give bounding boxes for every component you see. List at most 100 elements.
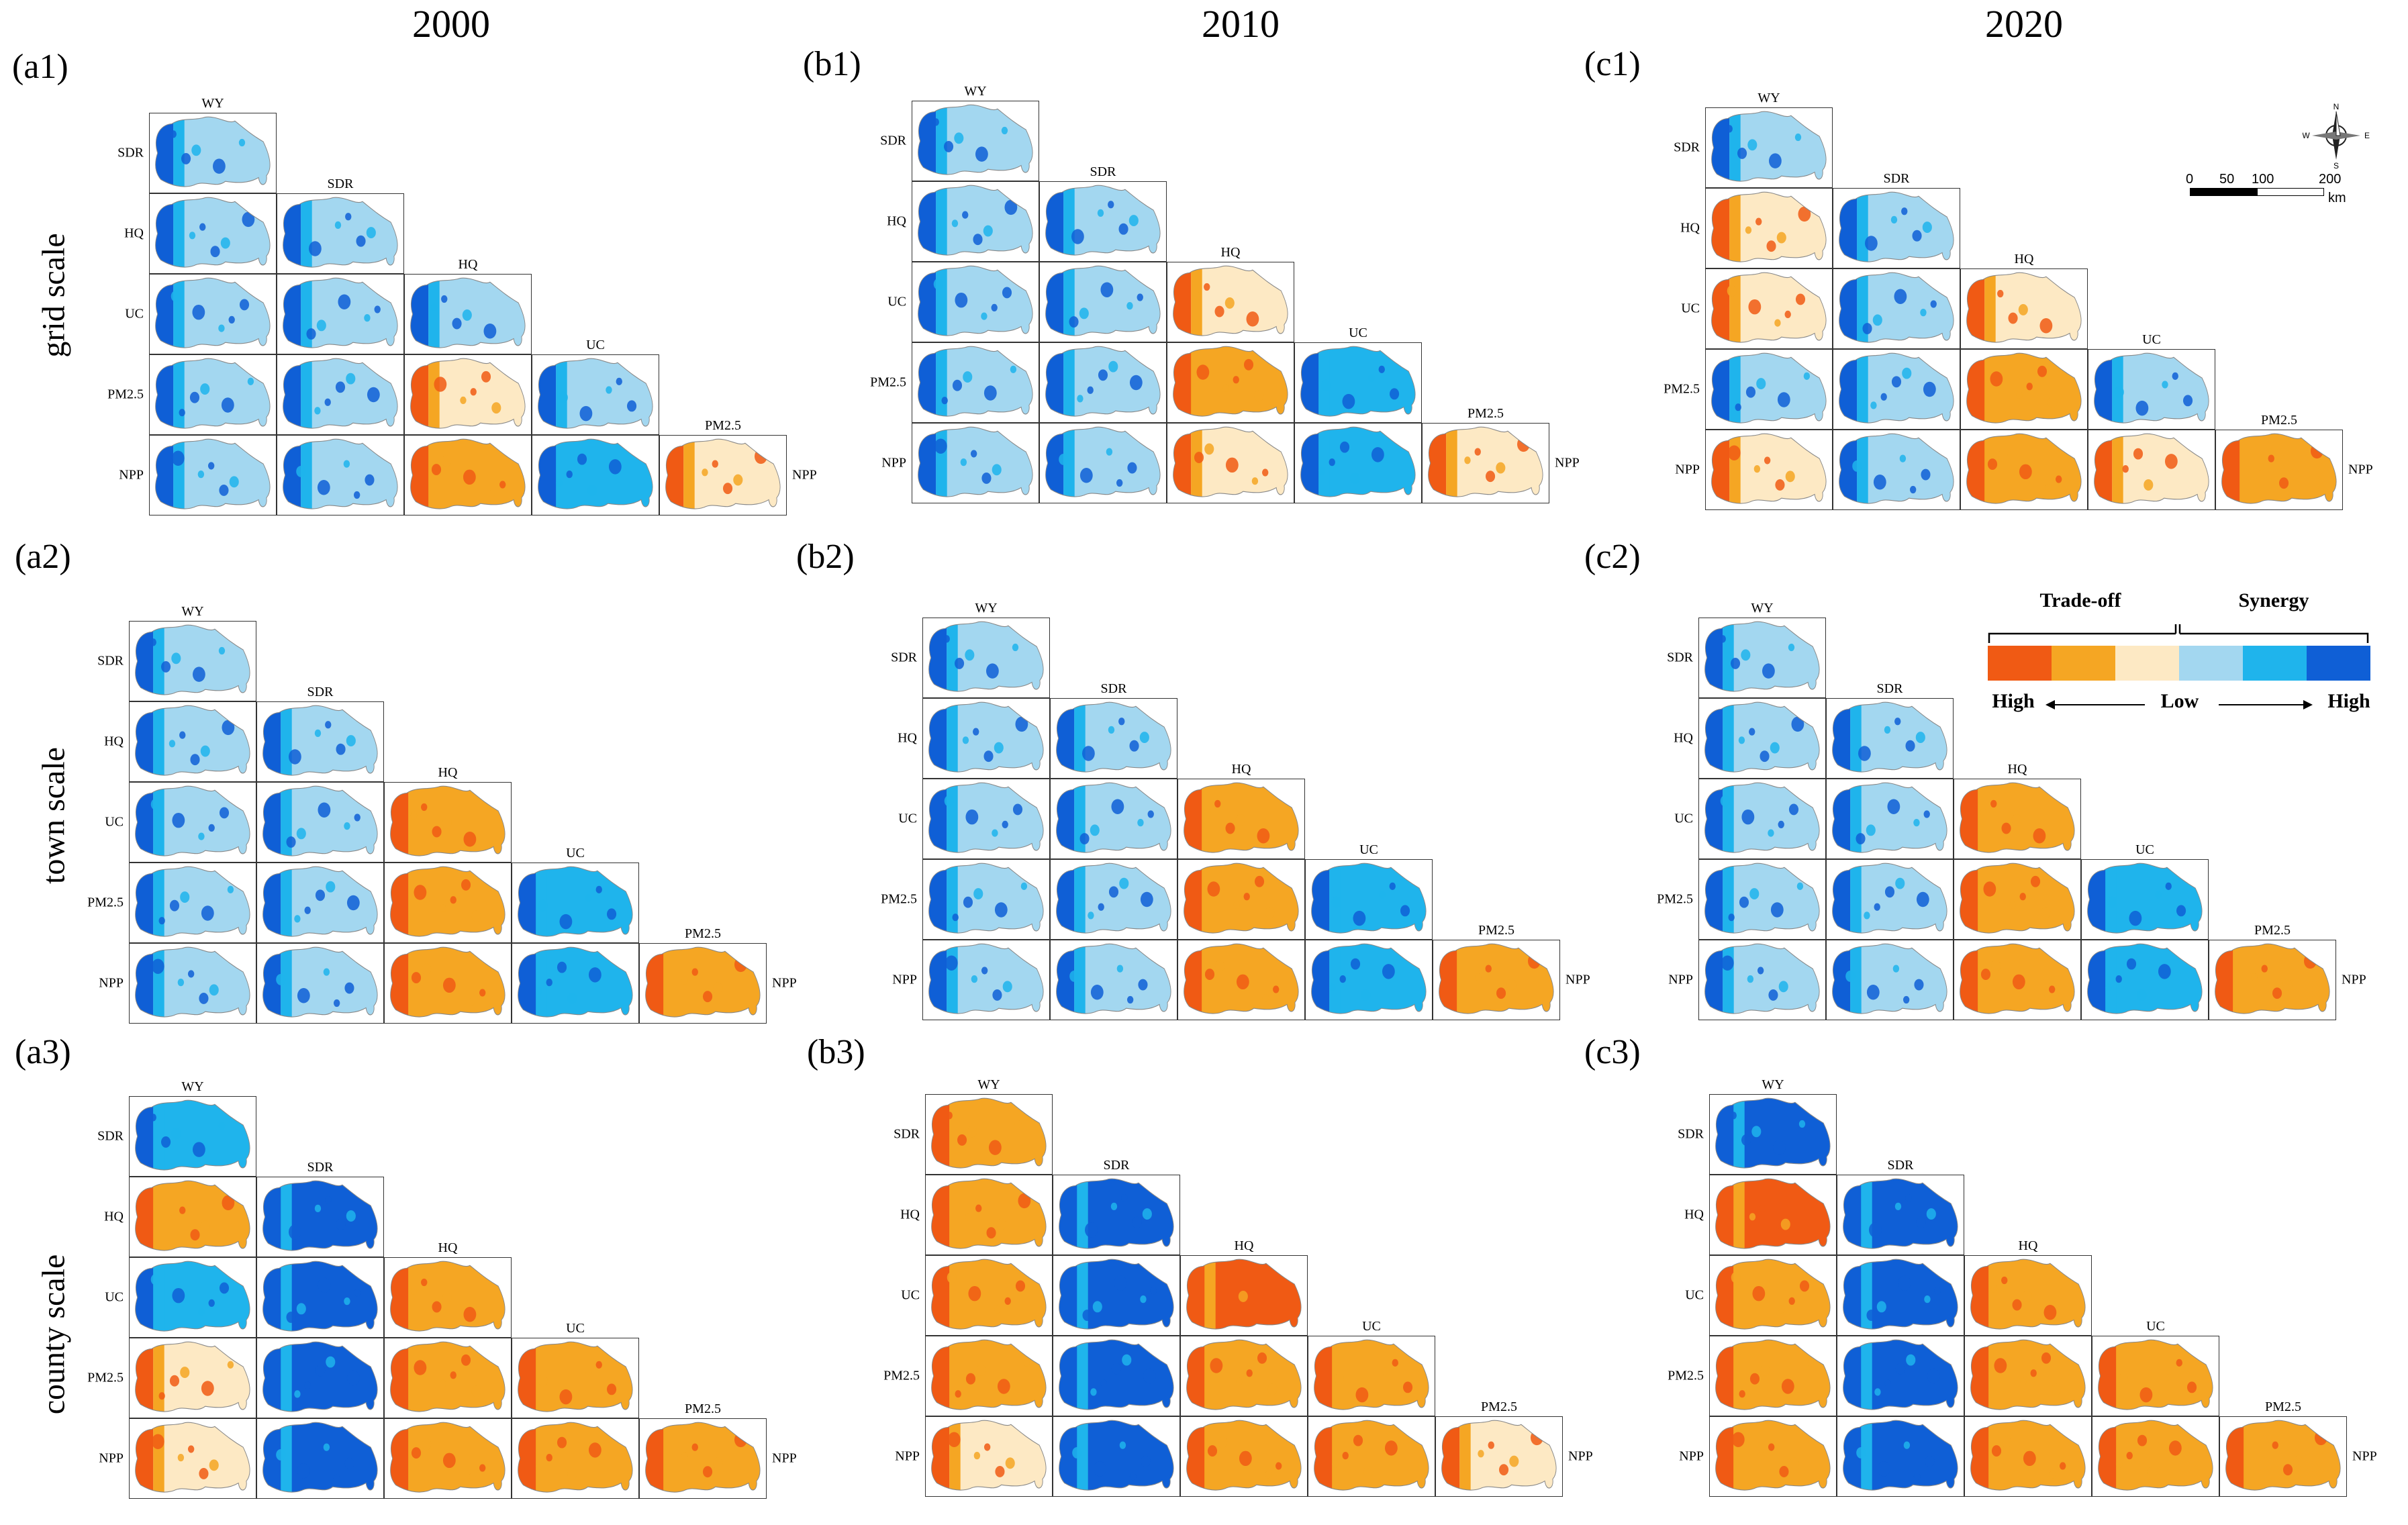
row-label-npp-right: NPP — [772, 975, 797, 991]
col-label-sdr: SDR — [1100, 681, 1127, 696]
map-cell-sdr-uc — [1053, 1255, 1180, 1336]
legend-swatch-low-trade-off — [2115, 646, 2179, 681]
map-a3d7f0 — [155, 197, 271, 268]
map-a3d7f0 — [1704, 863, 1820, 934]
row-label-hq: HQ — [887, 213, 906, 229]
col-label-pm25: PM2.5 — [705, 418, 741, 433]
legend-color-bar — [1988, 646, 2370, 681]
map-cell-hq-pm25 — [384, 1338, 512, 1418]
map-f5a623 — [1186, 1420, 1302, 1491]
year-title-2010: 2010 — [1202, 2, 1280, 46]
map-cell-hq-npp — [1960, 430, 2088, 510]
map-cell-pm25-npp — [639, 1418, 767, 1499]
legend-low: Low — [2160, 690, 2199, 712]
map-cell-wy-hq — [925, 1175, 1053, 1255]
map-0f5fd6 — [1843, 1420, 1958, 1491]
map-cell-sdr-uc — [277, 274, 404, 354]
map-cell-wy-npp — [129, 1418, 256, 1499]
row-label-npp-right: NPP — [1566, 972, 1590, 987]
scale-label-grid: grid scale — [36, 233, 72, 358]
map-cell-wy-uc — [925, 1255, 1053, 1336]
row-label-pm25: PM2.5 — [1668, 1368, 1704, 1383]
map-cell-sdr-hq — [1050, 698, 1177, 779]
map-cell-wy-npp — [129, 943, 256, 1024]
map-f5a623 — [1715, 1339, 1831, 1410]
map-cell-wy-hq — [912, 181, 1039, 262]
col-label-hq: HQ — [438, 1240, 458, 1255]
row-label-pm25: PM2.5 — [870, 375, 906, 390]
row-label-sdr: SDR — [97, 1128, 124, 1144]
row-label-sdr: SDR — [97, 653, 124, 669]
map-1fb4ec — [1300, 426, 1416, 497]
row-label-npp: NPP — [1675, 462, 1700, 477]
map-fde9c4 — [1711, 433, 1827, 504]
col-label-pm25: PM2.5 — [1467, 406, 1504, 421]
col-label-wy: WY — [181, 604, 204, 619]
map-cell-sdr-uc — [1050, 779, 1177, 859]
map-cell-wy-npp — [912, 423, 1039, 503]
map-cell-wy-sdr — [149, 113, 277, 193]
row-label-npp-right: NPP — [792, 467, 817, 483]
map-1fb4ec — [538, 438, 653, 509]
map-cell-wy-uc — [912, 262, 1039, 342]
map-cell-sdr-uc — [1837, 1255, 1964, 1336]
row-label-uc: UC — [105, 814, 124, 830]
panel-label-c1: (c1) — [1584, 45, 1641, 83]
legend-high-left: High — [1992, 690, 2035, 712]
panel-label-a2: (a2) — [15, 538, 71, 576]
row-label-uc: UC — [1674, 811, 1693, 826]
row-label-uc: UC — [1685, 1287, 1704, 1303]
map-cell-wy-pm25 — [129, 1338, 256, 1418]
panel-label-c2: (c2) — [1584, 538, 1641, 576]
map-0f5fd6 — [262, 1341, 378, 1412]
row-label-pm25: PM2.5 — [87, 895, 124, 910]
map-f5a623 — [1960, 943, 2075, 1014]
map-f05a14 — [1186, 1259, 1302, 1330]
map-cell-uc-pm25 — [1308, 1336, 1435, 1416]
row-label-npp: NPP — [99, 1450, 124, 1466]
map-fde9c4 — [1441, 1420, 1557, 1491]
map-1fb4ec — [1311, 943, 1427, 1014]
map-fde9c4 — [1428, 426, 1543, 497]
map-a3d7f0 — [918, 265, 1033, 336]
map-cell-uc-npp — [1305, 940, 1433, 1020]
col-label-pm25: PM2.5 — [685, 1401, 721, 1416]
map-a3d7f0 — [1839, 433, 1954, 504]
map-a3d7f0 — [1704, 943, 1820, 1014]
row-label-hq: HQ — [900, 1207, 920, 1222]
map-a3d7f0 — [1832, 863, 1947, 934]
map-cell-hq-uc — [1954, 779, 2081, 859]
col-label-uc: UC — [586, 338, 605, 352]
map-0f5fd6 — [262, 1261, 378, 1332]
map-1fb4ec — [2087, 863, 2203, 934]
map-a3d7f0 — [1056, 782, 1171, 853]
map-f5a623 — [1173, 346, 1288, 417]
map-cell-sdr-hq — [1039, 181, 1167, 262]
map-cell-wy-sdr — [1709, 1094, 1837, 1175]
map-f5a623 — [135, 1180, 250, 1251]
col-label-pm25: PM2.5 — [685, 926, 721, 941]
col-label-hq: HQ — [458, 257, 478, 272]
row-label-uc: UC — [898, 811, 917, 826]
col-label-wy: WY — [1751, 601, 1774, 616]
map-a3d7f0 — [155, 438, 271, 509]
row-label-npp: NPP — [881, 455, 906, 471]
map-cell-sdr-hq — [277, 193, 404, 274]
map-cell-hq-pm25 — [1180, 1336, 1308, 1416]
map-f5a623 — [1966, 433, 2082, 504]
map-cell-uc-pm25 — [1294, 342, 1422, 423]
row-label-hq: HQ — [124, 226, 144, 241]
map-f5a623 — [410, 438, 526, 509]
map-cell-wy-pm25 — [1705, 349, 1833, 430]
map-fde9c4 — [135, 1422, 250, 1493]
map-a3d7f0 — [1045, 185, 1161, 256]
row-label-pm25: PM2.5 — [883, 1368, 920, 1383]
map-a3d7f0 — [2094, 352, 2209, 424]
map-f5a623 — [1184, 782, 1299, 853]
map-a3d7f0 — [1704, 701, 1820, 773]
map-cell-sdr-hq — [256, 1177, 384, 1257]
map-0f5fd6 — [1715, 1097, 1831, 1169]
col-label-uc: UC — [2142, 332, 2161, 347]
map-f5a623 — [1715, 1420, 1831, 1491]
map-cell-sdr-hq — [1826, 698, 1954, 779]
